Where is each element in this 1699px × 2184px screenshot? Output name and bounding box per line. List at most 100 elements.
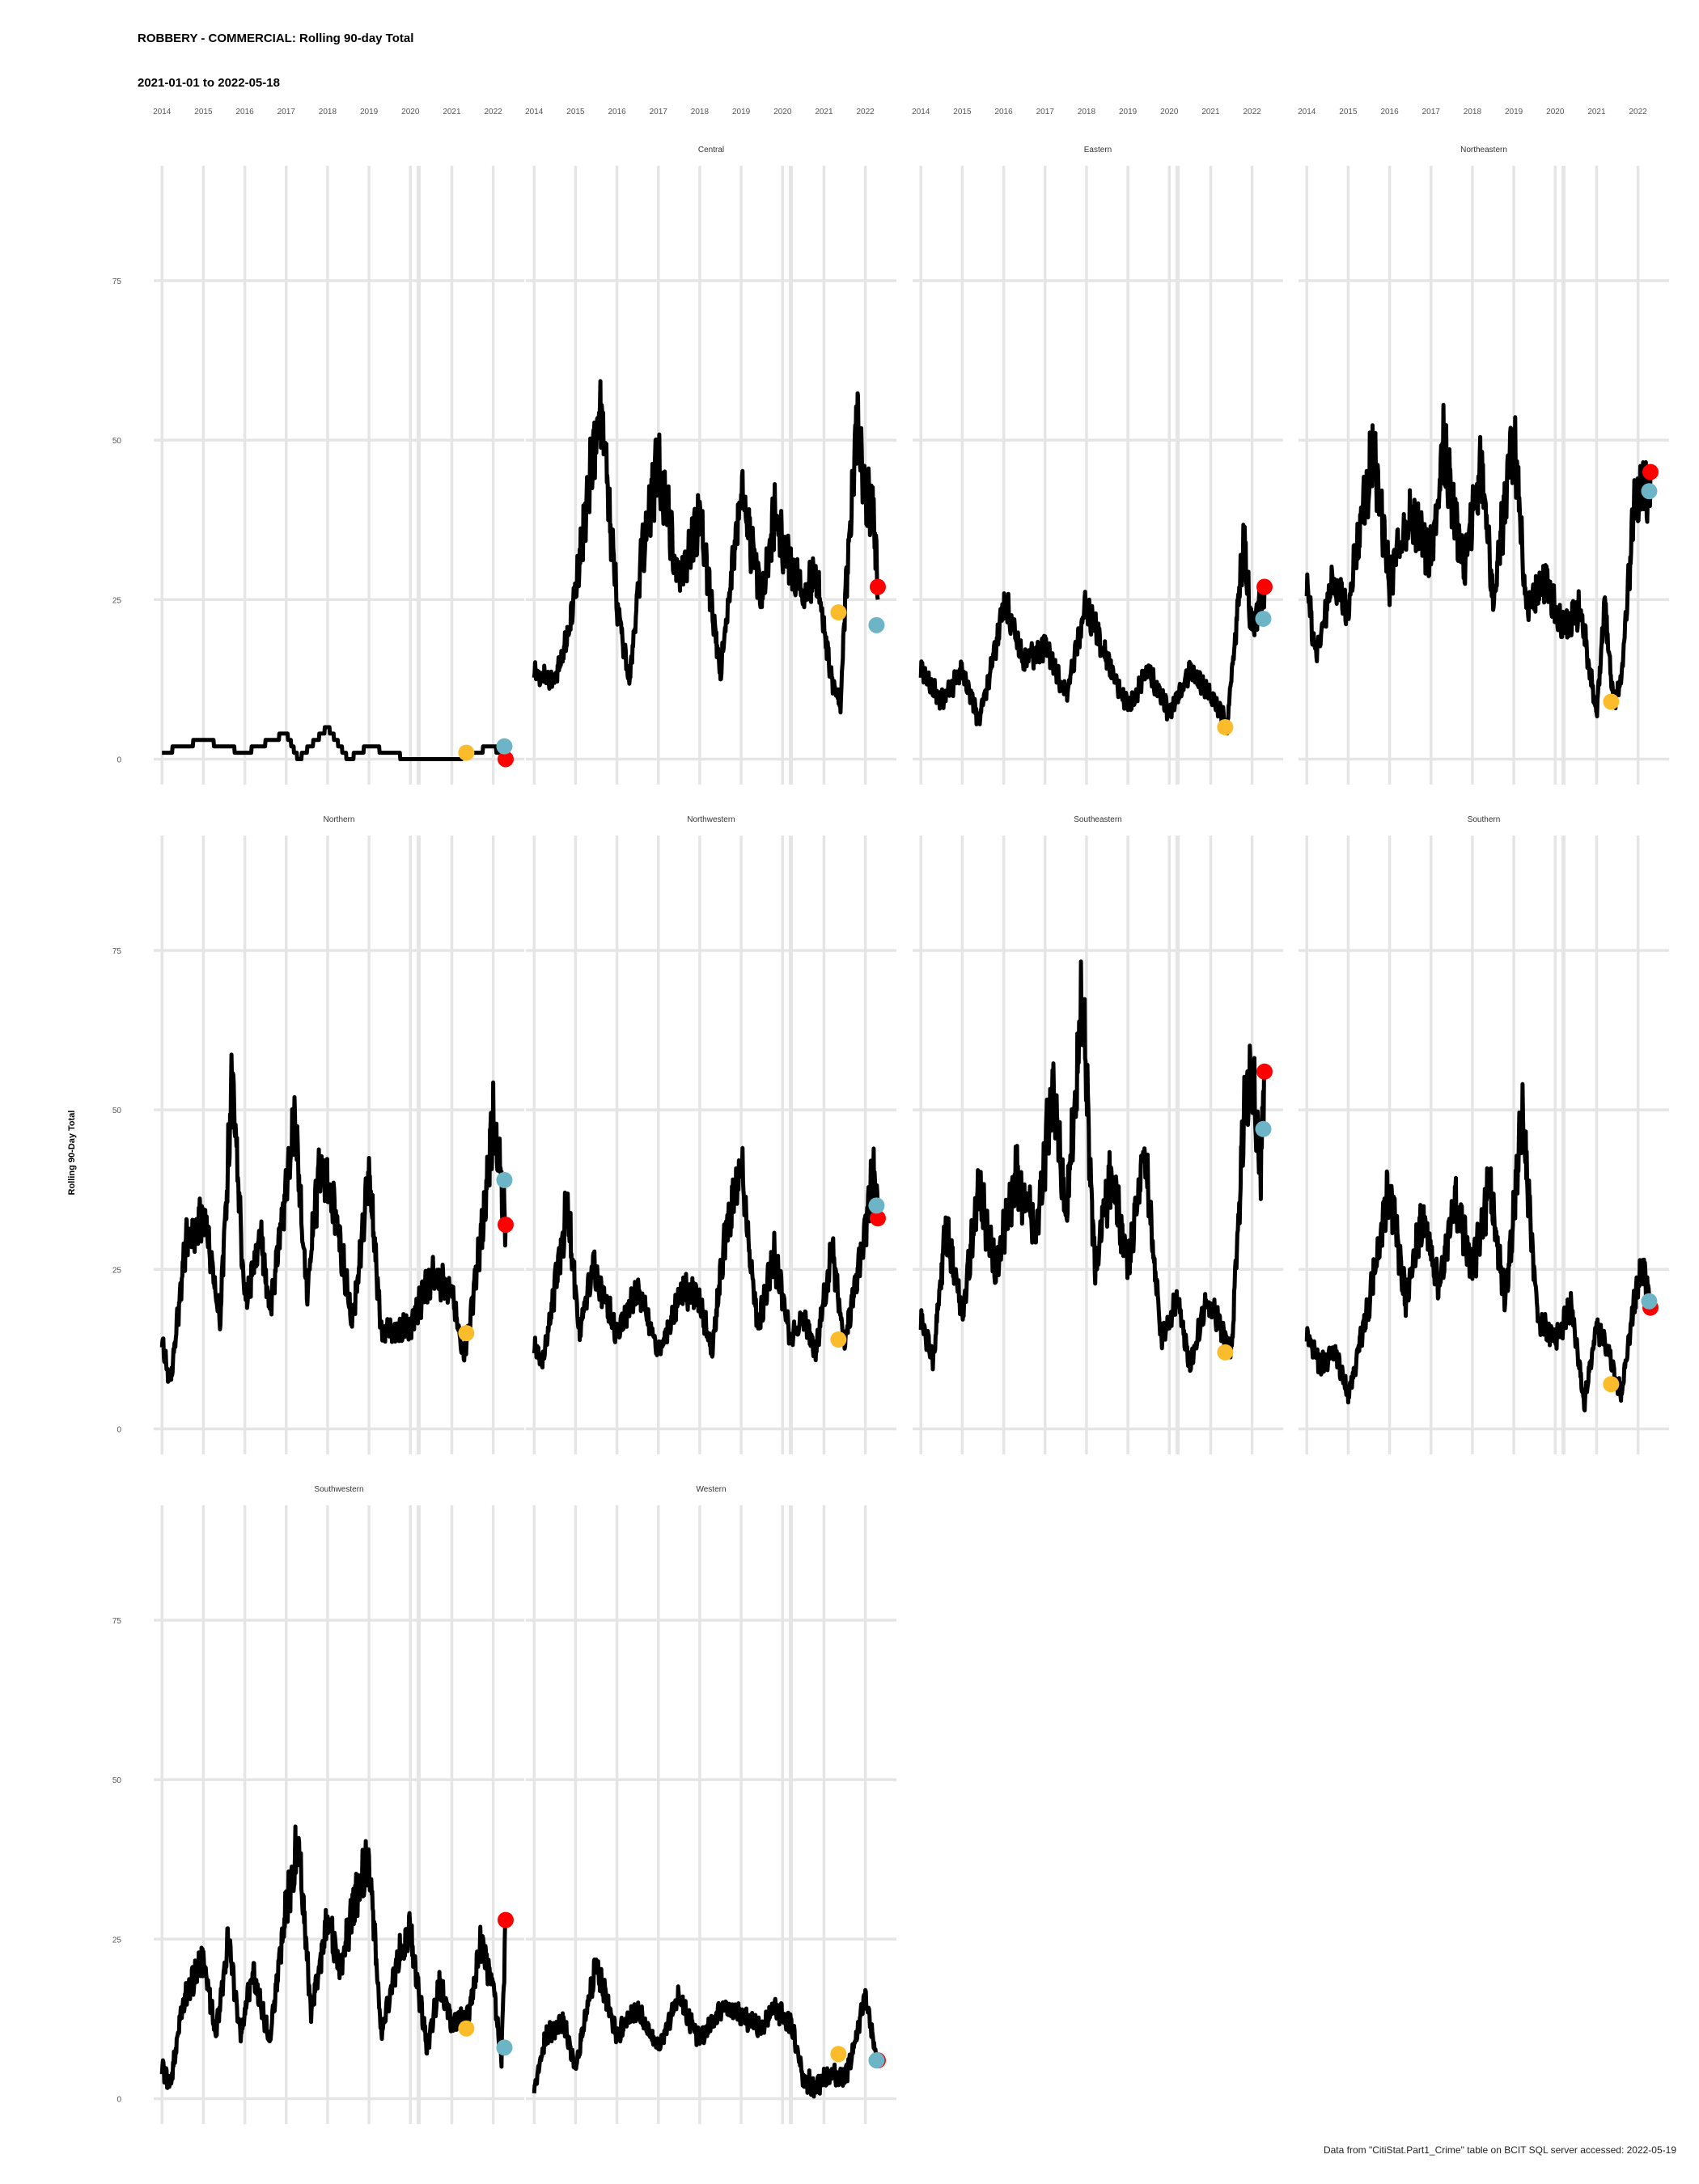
x-tick-label: 2019 [1505,108,1523,116]
x-tick-label: 2022 [856,108,875,116]
panel-northeastern: Northeastern [1299,146,1669,785]
x-tick-label: 2017 [278,108,296,116]
latest-point [1256,1063,1273,1080]
y-tick-label: 25 [112,596,122,605]
series-line [918,959,1267,1373]
x-tick-label: 2014 [153,108,172,116]
latest-point [869,1210,886,1227]
x-tick-label: 2018 [691,108,710,116]
panel-western: Western [526,1485,896,2124]
year-ago-point [868,1197,885,1214]
year-ago-point [1641,1293,1658,1310]
start-point [830,604,847,621]
series-line [159,1824,507,2090]
year-ago-point [496,1171,513,1188]
start-point [1603,693,1620,710]
panel-strip-label: Central [698,146,724,154]
panel-strip-label: Northwestern [687,815,735,824]
panel-southwestern: Southwestern 0 25 50 75 [112,1485,524,2124]
x-tick-label: 2020 [773,108,792,116]
x-tick-label: 2021 [443,108,461,116]
facet-panels: 2014 2015 2016 2017 2018 2019 2020 2021 2022 2014… [112,108,1669,2124]
y-tick-label: 0 [117,2095,121,2104]
y-tick-label: 50 [112,1776,122,1785]
panel-citywide: 0 25 50 75 [112,166,524,785]
panel-strip-label: Southern [1468,815,1501,824]
panel-northern: Northern 0 25 50 75 [112,815,524,1454]
x-tick-label: 2020 [1160,108,1179,116]
x-tick-label: 2015 [953,108,972,116]
series-line [918,523,1267,736]
y-tick-label: 50 [112,1107,122,1115]
panel-strip-label: Western [696,1485,726,1494]
x-tick-label: 2014 [525,108,544,116]
year-ago-point [1255,610,1272,627]
panel-strip-label: Northern [324,815,355,824]
x-tick-label: 2017 [650,108,668,116]
x-tick-label: 2014 [912,108,930,116]
y-tick-label: 50 [112,437,122,446]
chart-caption: Data from "CitiStat.Part1_Crime" table o… [1324,2144,1676,2156]
latest-point [497,751,514,768]
x-tick-label: 2019 [732,108,751,116]
panel-strip-label: Northeastern [1460,146,1507,154]
panel-eastern: Eastern [913,146,1283,785]
panel-southeastern: Southeastern [913,815,1283,1454]
x-tick-label: 2022 [1629,108,1647,116]
latest-point [497,1911,514,1928]
x-tick-label: 2016 [608,108,626,116]
panel-southern: Southern [1299,815,1669,1454]
year-ago-point [1641,483,1658,500]
x-tick-label: 2020 [1546,108,1565,116]
series-line [160,725,507,761]
y-tick-label: 75 [112,1617,122,1626]
x-tick-label: 2018 [1464,108,1482,116]
panel-strip-label: Eastern [1084,146,1112,154]
start-point [830,2046,847,2063]
x-tick-label: 2015 [194,108,213,116]
y-tick-label: 75 [112,947,122,956]
x-tick-label: 2021 [1587,108,1606,116]
y-tick-label: 25 [112,1936,122,1945]
start-point [1217,1344,1234,1361]
panel-central: Central [526,146,896,785]
series-line [532,1145,880,1369]
start-point [830,1331,847,1348]
x-tick-label: 2015 [566,108,585,116]
x-tick-label: 2018 [1078,108,1096,116]
chart-title: ROBBERY - COMMERCIAL: Rolling 90-day Tot… [138,32,413,45]
x-tick-label: 2021 [1201,108,1220,116]
latest-point [497,1217,514,1234]
year-ago-point [496,2039,513,2056]
y-axis-label: Rolling 90-Day Total [67,1111,77,1196]
year-ago-point [1255,1120,1272,1137]
x-tick-label: 2016 [235,108,254,116]
x-tick-label: 2016 [994,108,1013,116]
latest-point [869,578,886,595]
chart-subtitle: 2021-01-01 to 2022-05-18 [138,76,280,90]
x-tick-label: 2016 [1380,108,1399,116]
start-point [458,2020,475,2037]
series-line [532,1958,880,2099]
panel-strip-label: Southwestern [314,1485,363,1494]
x-tick-label: 2019 [1119,108,1138,116]
panel-northwestern: Northwestern [526,815,896,1454]
latest-point [1642,463,1659,480]
x-tick-label: 2022 [1243,108,1261,116]
x-tick-label: 2021 [815,108,833,116]
panel-strip-label: Southeastern [1074,815,1122,824]
x-tick-label: 2020 [401,108,420,116]
series-line [1304,403,1653,719]
x-tick-label: 2018 [319,108,337,116]
start-point [458,1325,475,1342]
start-point [1217,719,1234,736]
start-point [1603,1376,1620,1393]
latest-point [1256,578,1273,595]
x-tick-label: 2019 [360,108,379,116]
x-tick-label: 2014 [1298,108,1316,116]
x-tick-label: 2022 [484,108,502,116]
y-tick-label: 25 [112,1266,122,1275]
start-point [458,744,475,761]
series-line [1304,1081,1653,1413]
